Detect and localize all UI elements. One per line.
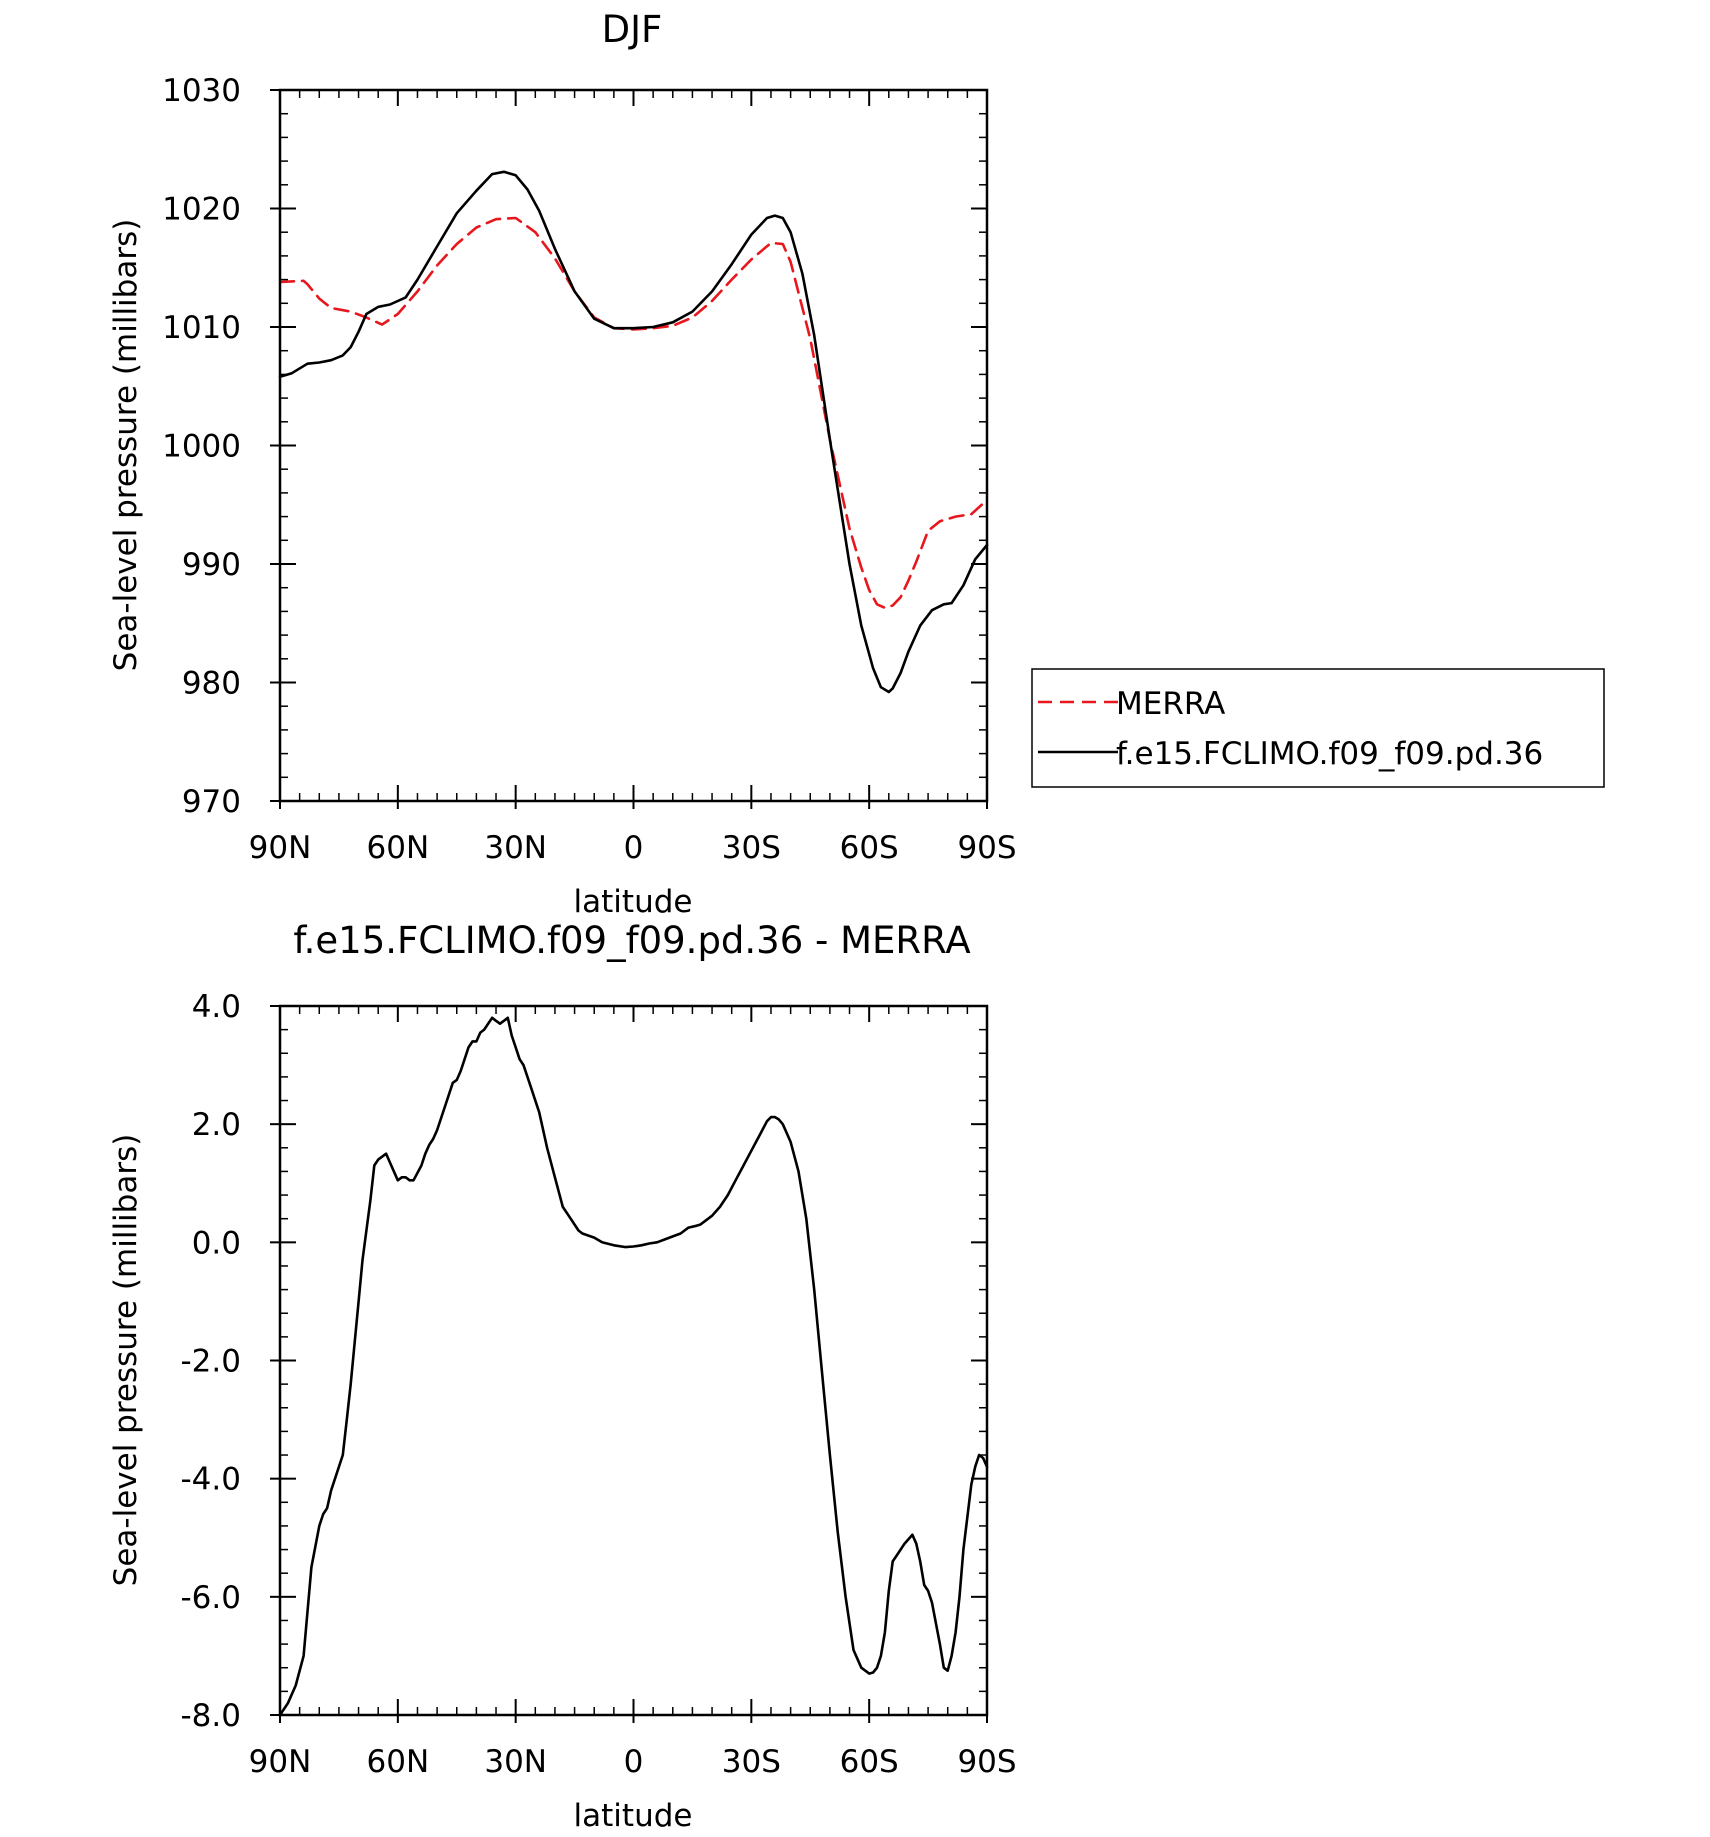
y-tick-label: 1000 [162,429,241,465]
chart-title: f.e15.FCLIMO.f09_f09.pd.36 - MERRA [293,919,970,962]
y-tick-label: 2.0 [192,1107,241,1143]
y-tick-label: -2.0 [181,1344,242,1380]
legend-label-model: f.e15.FCLIMO.f09_f09.pd.36 [1116,736,1543,772]
minor-ticks [270,1005,988,1723]
x-tick-label: 30S [722,830,781,866]
x-tick-labels: 90N 60N 30N 0 30S 60S 90S [249,1744,1017,1780]
y-tick-label: 1030 [162,73,241,109]
y-tick-label: 4.0 [192,989,241,1025]
x-tick-label: 90N [249,1744,312,1780]
series-line-merra [278,216,989,610]
x-tick-label: 0 [624,830,644,866]
y-tick-label: 1020 [162,192,241,228]
plot-frame [278,88,989,803]
x-tick-label: 60N [367,830,430,866]
series-line-model [278,170,989,694]
x-axis-label: latitude [574,884,693,920]
legend-box [1031,668,1605,788]
x-tick-label: 30N [484,1744,547,1780]
x-tick-label: 30N [484,830,547,866]
x-tick-labels: 90N 60N 30N 0 30S 60S 90S [249,830,1017,866]
x-axis-label: latitude [574,1798,693,1833]
x-tick-label: 60S [840,830,899,866]
series-line-difference [278,1016,989,1717]
x-tick-label: 60N [367,1744,430,1780]
y-axis-label: Sea-level pressure (millibars) [108,219,144,672]
y-tick-label: 970 [182,784,241,820]
x-tick-label: 0 [624,1744,644,1780]
y-tick-label: 990 [182,547,241,583]
series-layer [278,1016,989,1717]
legend-label-merra: MERRA [1116,686,1225,722]
x-tick-label: 90S [957,1744,1016,1780]
panel-bottom: f.e15.FCLIMO.f09_f09.pd.36 - MERRA 90N 60… [108,919,1017,1834]
y-tick-label: -4.0 [181,1462,242,1498]
panel-top: DJF 90N 60N 30N 0 30S 60S 90S 970 980 990 1000 101… [108,8,1605,920]
chart-title: DJF [602,8,663,51]
x-tick-label: 30S [722,1744,781,1780]
legend: MERRA f.e15.FCLIMO.f09_f09.pd.36 [1031,668,1605,788]
y-tick-labels: 970 980 990 1000 1010 1020 1030 [162,73,241,820]
y-axis-label: Sea-level pressure (millibars) [108,1134,144,1587]
y-tick-label: 980 [182,666,241,702]
minor-ticks [270,89,988,809]
x-tick-label: 60S [840,1744,899,1780]
series-layer [278,170,989,694]
y-tick-label: 1010 [162,310,241,346]
x-tick-label: 90N [249,830,312,866]
y-tick-label: -6.0 [181,1580,242,1616]
y-tick-label: -8.0 [181,1698,242,1734]
plot-frame [278,1004,989,1717]
x-tick-label: 90S [957,830,1016,866]
y-tick-labels: -8.0 -6.0 -4.0 -2.0 0.0 2.0 4.0 [181,989,242,1734]
y-tick-label: 0.0 [192,1225,241,1261]
